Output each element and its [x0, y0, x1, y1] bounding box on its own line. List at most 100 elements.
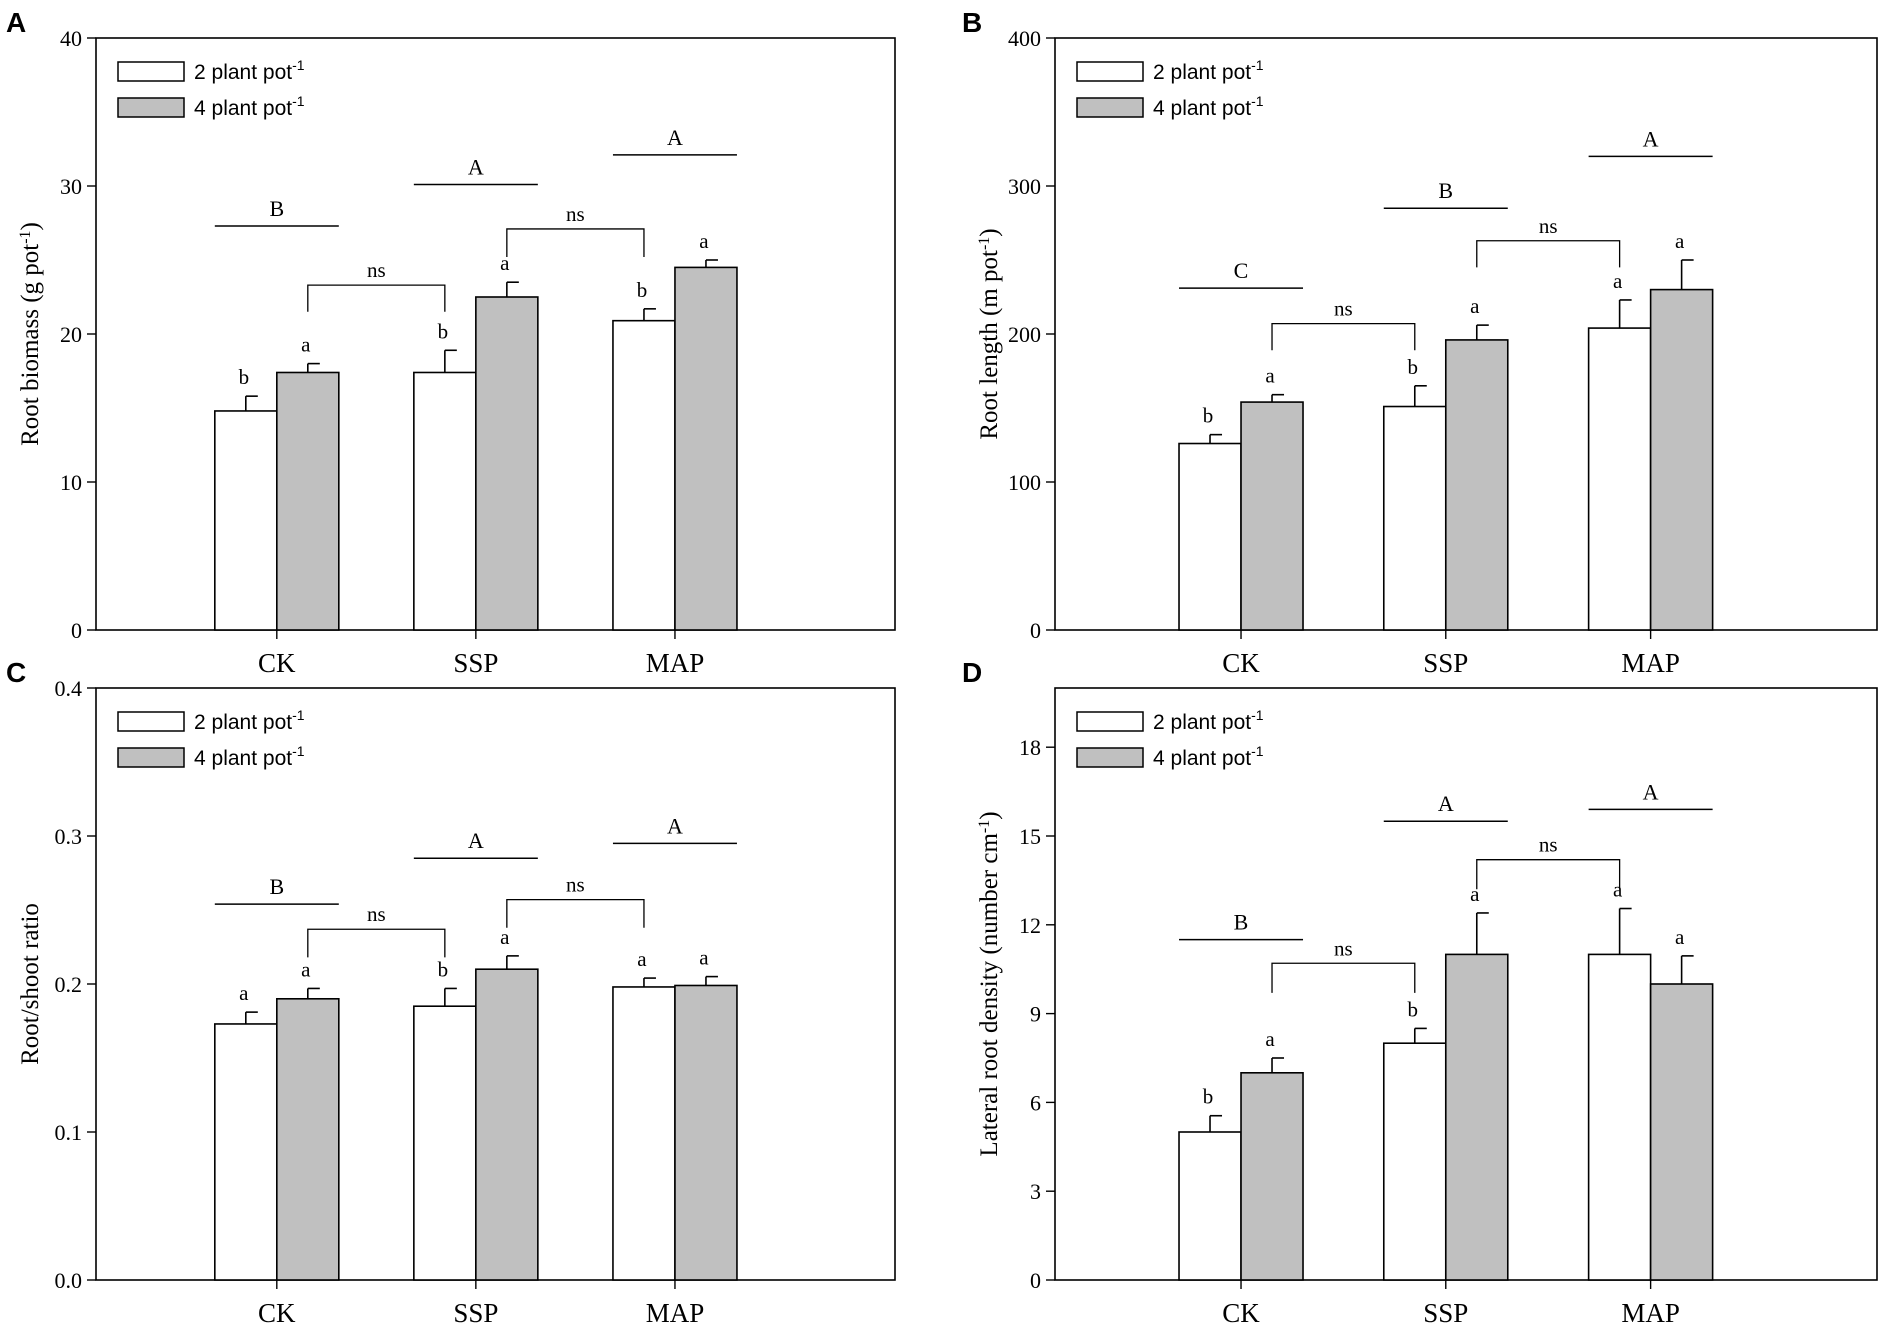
y-tick-label: 300 [1008, 174, 1041, 199]
significance-letter: a [637, 947, 647, 971]
comparison-bracket [1271, 962, 1416, 993]
y-tick-label: 0.1 [55, 1120, 83, 1145]
comparison-bracket [307, 928, 446, 958]
legend-label: 4 plant pot-1 [1153, 743, 1264, 770]
y-tick-label: 0.3 [55, 824, 83, 849]
bar-two-plant-ck [1178, 1131, 1242, 1281]
legend-label: 2 plant pot-1 [1153, 57, 1264, 84]
comparison-label: ns [367, 258, 386, 282]
legend-swatch [1076, 747, 1144, 768]
legend-label: 4 plant pot-1 [1153, 93, 1264, 120]
bar-two-plant-ck [214, 410, 278, 631]
group-letter: A [468, 828, 484, 853]
comparison-label: ns [1334, 936, 1353, 960]
comparison-bracket [506, 898, 645, 928]
x-tick-label: CK [1222, 648, 1260, 678]
bar-two-plant-ssp [413, 1005, 477, 1281]
significance-letter: a [1470, 294, 1480, 318]
x-tick-label: MAP [1621, 648, 1680, 678]
chart-panel-a: A 0 10 20 30 40 Root biomass (g pot-1) CK SSP MAP… [6, 7, 896, 678]
bar-four-plant-map [1649, 983, 1714, 1281]
significance-letter: a [1675, 229, 1685, 253]
group-letter: B [1234, 910, 1249, 935]
significance-letter: a [1675, 925, 1685, 949]
group-letter: B [1438, 178, 1453, 203]
comparison-bracket [1271, 322, 1416, 351]
bar-four-plant-ssp [475, 968, 539, 1281]
significance-letter: a [1613, 269, 1623, 293]
group-letter: B [269, 874, 284, 899]
y-tick-label: 6 [1030, 1090, 1041, 1115]
y-tick-label: 200 [1008, 322, 1041, 347]
significance-letter: a [500, 251, 510, 275]
bar-four-plant-map [674, 266, 738, 631]
group-letter: B [269, 196, 284, 221]
y-tick-label: 0 [71, 618, 82, 643]
x-tick-label: CK [258, 648, 296, 678]
y-axis-label: Root length (m pot-1) [976, 228, 1004, 439]
group-letter: A [468, 155, 484, 180]
significance-letter: b [438, 319, 449, 343]
y-tick-label: 40 [60, 26, 82, 51]
significance-letter: a [1470, 882, 1480, 906]
legend-swatch [1076, 61, 1144, 82]
comparison-label: ns [1539, 214, 1558, 238]
y-tick-label: 0 [1030, 618, 1041, 643]
comparison-bracket [1476, 859, 1621, 890]
bar-four-plant-map [674, 984, 738, 1281]
x-tick-label: CK [1222, 1298, 1260, 1325]
y-tick-label: 0.4 [55, 676, 83, 701]
y-tick-label: 3 [1030, 1179, 1041, 1204]
bar-two-plant-ssp [413, 371, 477, 631]
y-tick-label: 10 [60, 470, 82, 495]
significance-letter: a [699, 229, 709, 253]
y-tick-label: 0.0 [55, 1268, 83, 1293]
group-letter: A [1438, 791, 1454, 816]
y-tick-label: 9 [1030, 1002, 1041, 1027]
bar-four-plant-ck [276, 371, 340, 631]
significance-letter: b [1408, 355, 1419, 379]
bar-two-plant-ssp [1382, 405, 1447, 631]
x-tick-label: MAP [646, 648, 705, 678]
significance-letter: a [301, 957, 311, 981]
x-tick-label: SSP [453, 648, 498, 678]
bar-two-plant-ssp [1382, 1042, 1447, 1281]
bar-four-plant-map [1649, 288, 1714, 631]
legend-swatch [1076, 711, 1144, 732]
y-tick-label: 0.2 [55, 972, 83, 997]
bar-four-plant-ssp [475, 296, 539, 631]
legend-label: 4 plant pot-1 [194, 743, 305, 770]
comparison-label: ns [566, 202, 585, 226]
significance-letter: b [1408, 997, 1419, 1021]
x-tick-label: MAP [646, 1298, 705, 1325]
chart-panel-b: B 0 100 200 300 400 Root length (m pot-1) CK SSP… [962, 7, 1878, 678]
y-tick-label: 400 [1008, 26, 1041, 51]
legend-swatch [1076, 97, 1144, 118]
significance-letter: a [301, 333, 311, 357]
comparison-label: ns [1334, 297, 1353, 321]
y-tick-label: 0 [1030, 1268, 1041, 1293]
legend-label: 2 plant pot-1 [194, 707, 305, 734]
panel-letter: D [962, 657, 982, 688]
significance-letter: a [1613, 878, 1623, 902]
panel-letter: A [6, 7, 26, 38]
bar-four-plant-ssp [1444, 339, 1509, 631]
significance-letter: b [239, 365, 250, 389]
comparison-bracket [506, 228, 645, 258]
legend-swatch [117, 711, 185, 732]
comparison-label: ns [1539, 833, 1558, 857]
y-tick-label: 18 [1019, 735, 1041, 760]
y-axis-label: Root biomass (g pot-1) [17, 222, 45, 446]
x-tick-label: SSP [453, 1298, 498, 1325]
comparison-bracket [1476, 240, 1621, 268]
x-tick-label: MAP [1621, 1298, 1680, 1325]
bar-two-plant-ck [1178, 442, 1242, 631]
panel-letter: C [6, 657, 26, 688]
legend-label: 4 plant pot-1 [194, 93, 305, 120]
significance-letter: a [500, 925, 510, 949]
legend-swatch [117, 747, 185, 768]
comparison-label: ns [367, 902, 386, 926]
chart-panel-c: C 0.0 0.1 0.2 0.3 0.4 Root/shoot ratio CK SSP MAP… [6, 657, 896, 1325]
y-tick-label: 20 [60, 322, 82, 347]
